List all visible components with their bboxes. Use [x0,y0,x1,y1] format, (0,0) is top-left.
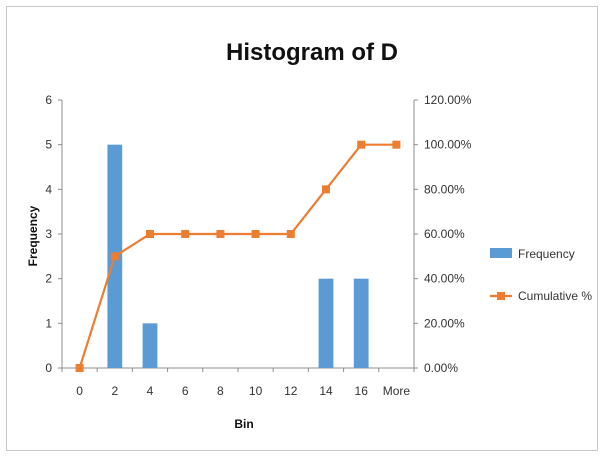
cumulative-marker [75,364,84,372]
x-axis-title: Bin [234,417,253,431]
chart-title: Histogram of D [226,39,398,66]
cumulative-marker [251,230,260,238]
chart-frame [6,6,598,451]
left-tick-label: 2 [45,272,52,286]
cumulative-marker [146,230,154,238]
left-tick-label: 0 [45,361,52,375]
legend-frequency-swatch [490,248,512,258]
cumulative-marker [286,230,295,238]
x-tick-label: 8 [217,384,224,398]
x-tick-label: 2 [111,384,118,398]
cumulative-line [78,143,397,369]
left-tick-label: 1 [45,316,52,330]
right-tick-label: 60.00% [424,227,465,241]
left-tick-label: 4 [45,182,52,196]
x-tick-label: 16 [355,384,369,398]
legend-cumulative-marker [497,292,505,300]
right-tick-label: 100.00% [424,138,472,152]
frequency-bar [353,278,369,368]
right-tick-label: 120.00% [424,93,472,107]
x-tick-label: 14 [319,384,333,398]
cumulative-marker [322,185,330,194]
x-tick-label: More [383,384,411,398]
x-tick-label: 4 [147,384,154,398]
y-axis-title: Frequency [26,205,40,266]
legend-cumulative-label: Cumulative % [518,289,592,303]
cumulative-marker [392,140,401,149]
frequency-bar [318,278,334,368]
plot-area: 01234560.00%20.00%40.00%60.00%80.00%100.… [45,93,471,398]
left-tick-label: 6 [45,93,52,107]
legend: Frequency Cumulative % [490,247,592,303]
cumulative-marker [110,252,119,261]
right-tick-label: 40.00% [424,272,465,286]
left-tick-label: 5 [45,138,52,152]
cumulative-marker [216,230,225,238]
left-tick-label: 3 [45,227,52,241]
x-tick-label: 12 [284,384,298,398]
frequency-bar [142,323,158,368]
right-tick-label: 80.00% [424,182,465,196]
cumulative-marker [357,140,366,149]
right-tick-label: 0.00% [424,361,458,375]
x-tick-label: 0 [76,384,83,398]
x-tick-label: 10 [249,384,263,398]
legend-frequency-label: Frequency [518,247,575,261]
cumulative-marker [181,230,190,238]
x-tick-label: 6 [182,384,189,398]
right-tick-label: 20.00% [424,316,465,330]
